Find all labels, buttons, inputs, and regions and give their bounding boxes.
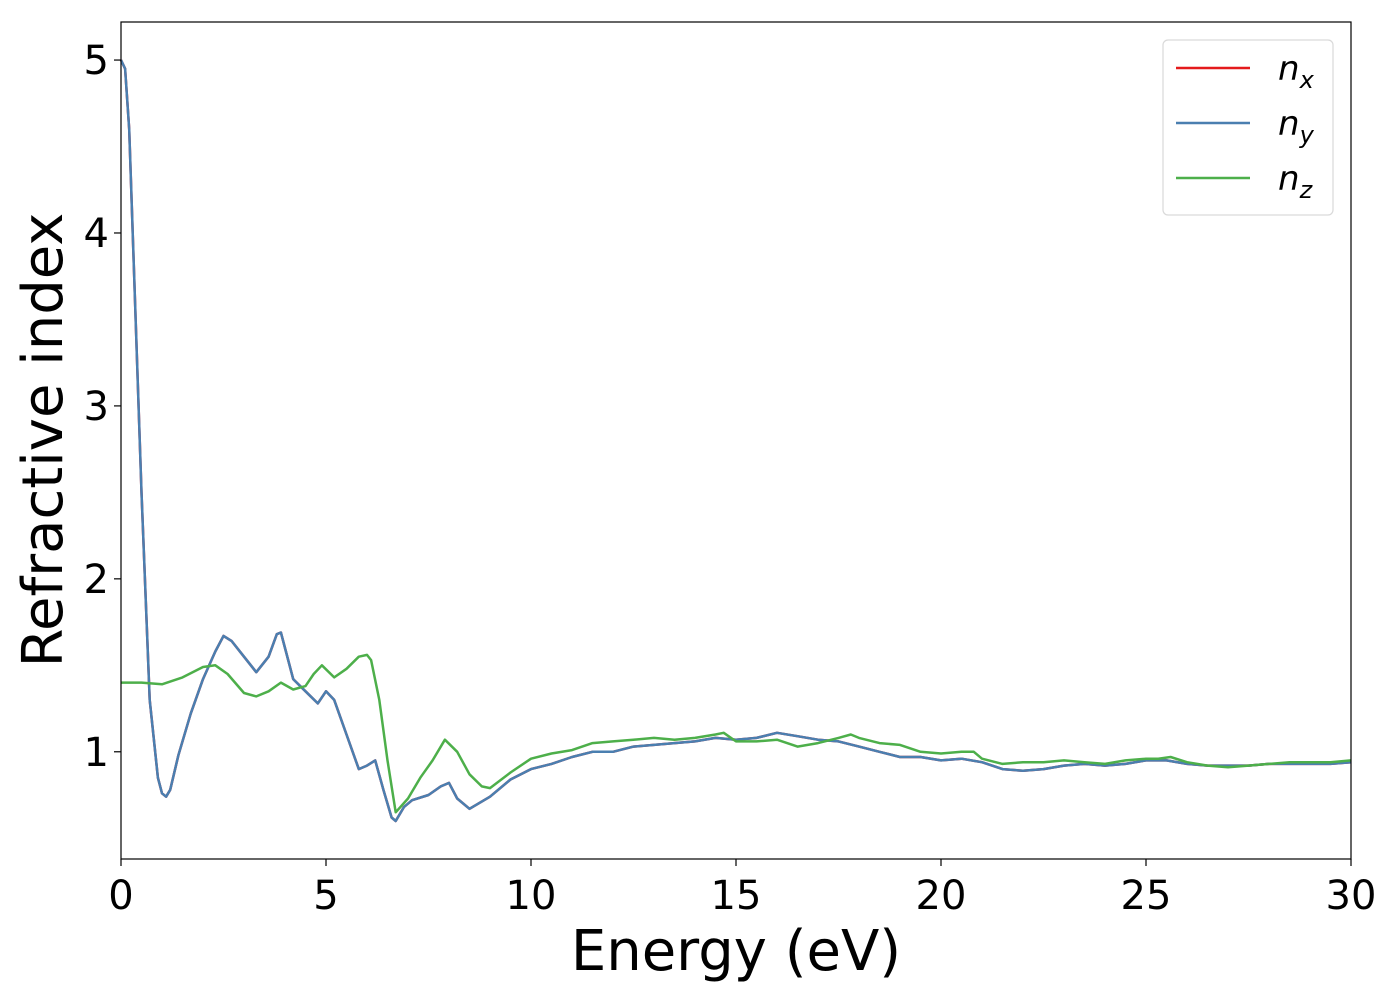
x-tick-label: 0 <box>108 873 133 919</box>
x-axis-ticks: 0 5 10 15 20 25 30 <box>108 859 1376 919</box>
plot-background <box>121 22 1351 859</box>
x-tick-label: 15 <box>711 873 762 919</box>
series-line-y <box>119 59 1352 823</box>
y-tick-label: 2 <box>84 557 109 603</box>
y-axis-title: Refractive index <box>11 213 76 668</box>
series-lines <box>119 59 1352 823</box>
x-tick-label: 30 <box>1326 873 1377 919</box>
y-axis-ticks: 1 2 3 4 5 <box>84 38 121 776</box>
y-tick-label: 5 <box>84 38 109 84</box>
x-tick-label: 25 <box>1121 873 1172 919</box>
legend-box <box>1162 39 1334 216</box>
x-axis-title: Energy (eV) <box>571 919 901 984</box>
y-tick-label: 3 <box>84 384 109 430</box>
x-tick-label: 20 <box>916 873 967 919</box>
y-tick-label: 4 <box>84 211 109 257</box>
x-tick-label: 5 <box>313 873 338 919</box>
series-line-z <box>121 653 1352 814</box>
y-tick-label: 1 <box>84 730 109 776</box>
x-tick-label: 10 <box>506 873 557 919</box>
